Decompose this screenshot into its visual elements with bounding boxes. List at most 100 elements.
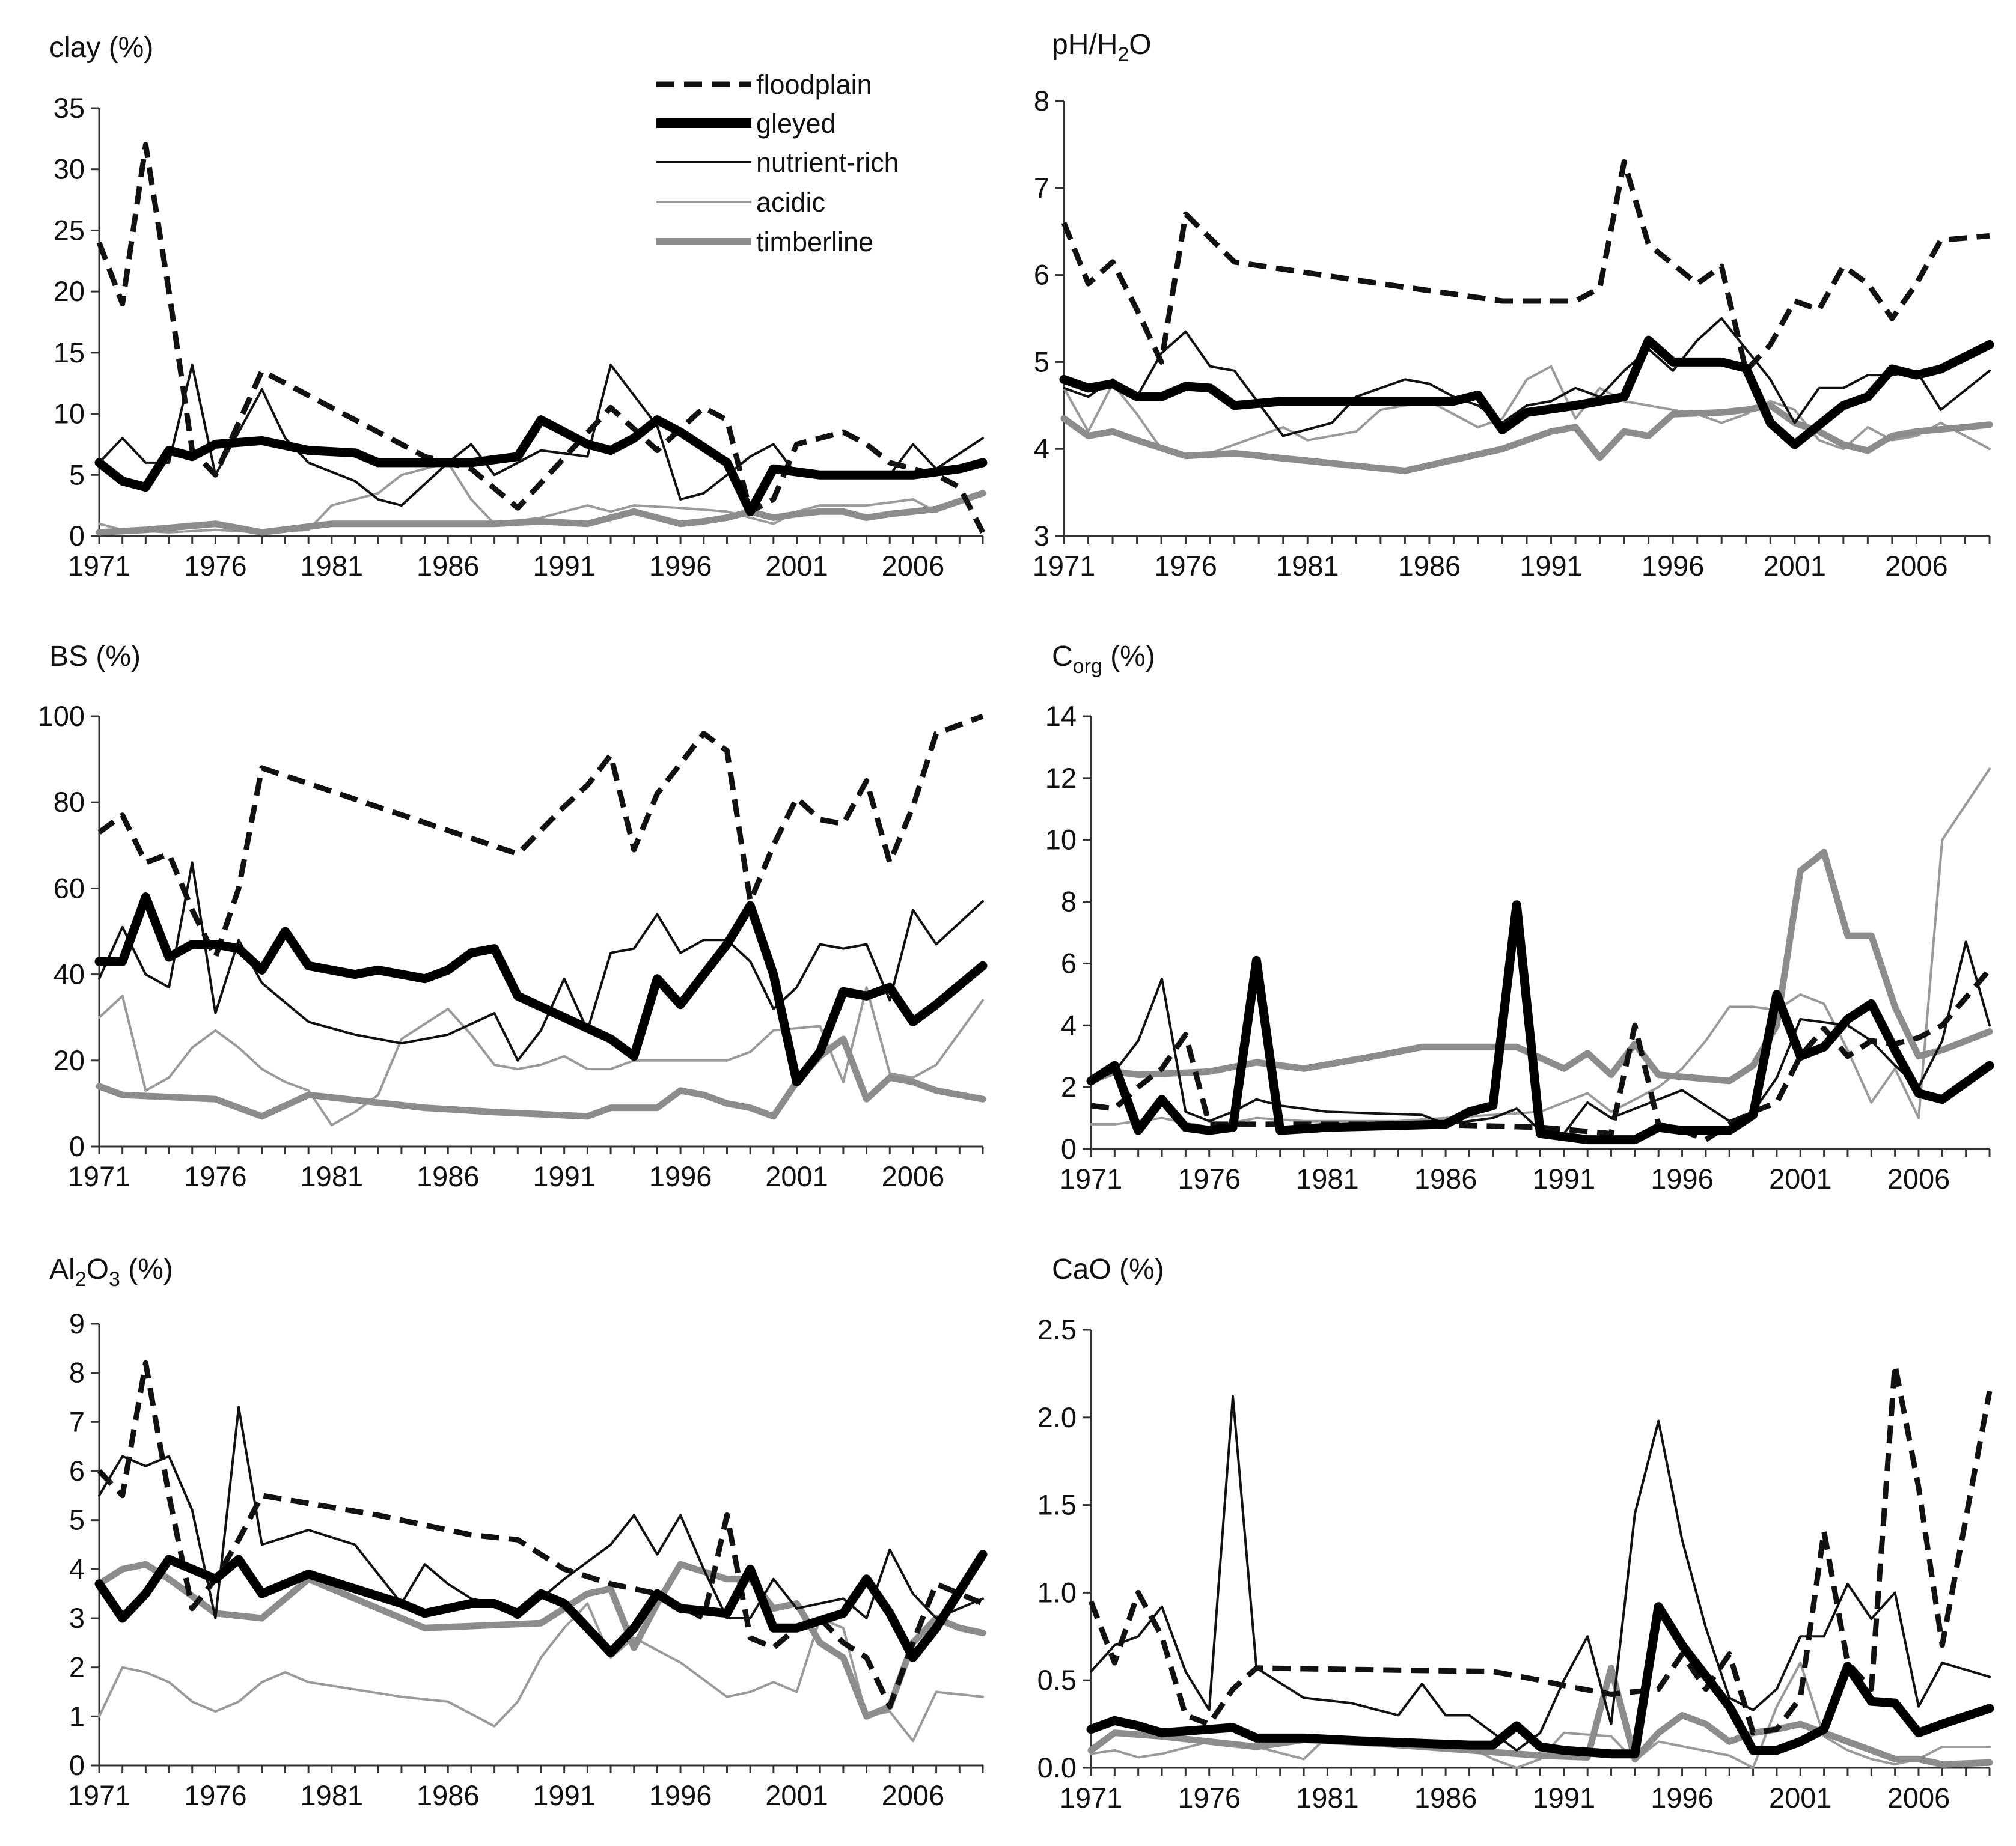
clay-xtick-label-4: 1991 <box>533 550 596 582</box>
corg-ytick-label-3: 6 <box>1061 947 1077 979</box>
al2o3-title: Al2O3 (%) <box>49 1254 173 1291</box>
cao-ytick-label-0: 0.0 <box>1037 1752 1077 1784</box>
clay-ytick-label-1: 5 <box>69 458 85 490</box>
al2o3-xtick-label-2: 1981 <box>301 1779 364 1811</box>
corg-series-gleyed <box>1086 900 1994 1145</box>
cao-series-nutrient-rich <box>1090 1395 1991 1752</box>
al2o3-xtick-label-4: 1991 <box>533 1779 596 1811</box>
cao-series-timberline <box>1087 1665 1993 1768</box>
corg-ytick-label-0: 0 <box>1061 1133 1077 1165</box>
panel-cao: CaO (%) 0.0 0.5 1.0 1.5 2.0 2.5 1971 1976 1981 198… <box>1037 1254 1994 1814</box>
bs-xtick-label-3: 1986 <box>417 1160 480 1192</box>
corg-ytick-label-5: 10 <box>1045 824 1077 856</box>
cao-ytick-label-5: 2.5 <box>1037 1314 1077 1345</box>
panel-ph: pH/H2O 3 4 5 6 7 8 1971 1976 1981 1986 1991 1996 2001… <box>1033 29 1994 582</box>
bs-xtick-label-0: 1971 <box>68 1160 131 1192</box>
al2o3-xtick-label-7: 2006 <box>882 1779 945 1811</box>
clay-title-part-0: clay (%) <box>49 32 153 64</box>
corg-ytick-label-7: 14 <box>1045 700 1077 732</box>
ph-ytick-label-1: 4 <box>1034 433 1049 465</box>
bs-series-timberline <box>96 1035 986 1120</box>
corg-series-timberline <box>1087 848 1993 1085</box>
bs-series-floodplain <box>97 713 984 960</box>
clay-ytick-label-2: 10 <box>53 398 85 430</box>
ph-xtick-label-3: 1986 <box>1398 550 1461 582</box>
corg-xtick-label-6: 2001 <box>1769 1163 1832 1195</box>
cao-ytick-label-3: 1.5 <box>1037 1489 1077 1521</box>
bs-series-acidic <box>98 986 984 1127</box>
bs-series-gleyed <box>94 892 988 1087</box>
ph-title-part-0: pH/H <box>1052 29 1117 61</box>
cao-xtick-label-4: 1991 <box>1533 1782 1596 1814</box>
al2o3-series-acidic <box>98 1602 984 1743</box>
corg-xtick-label-1: 1976 <box>1178 1163 1241 1195</box>
al2o3-ytick-label-4: 4 <box>69 1553 85 1585</box>
al2o3-xtick-label-0: 1971 <box>68 1779 131 1811</box>
cao-ytick-label-4: 2.0 <box>1037 1401 1077 1433</box>
al2o3-series-timberline <box>96 1561 986 1720</box>
clay-series-timberline <box>96 490 986 536</box>
al2o3-title-part-3: 3 <box>109 1268 120 1291</box>
clay-xtick-label-5: 1996 <box>649 550 712 582</box>
cao-series-gleyed <box>1086 1602 1994 1759</box>
corg-xtick-label-7: 2006 <box>1887 1163 1950 1195</box>
ph-series-timberline <box>1060 402 1993 474</box>
ph-series-gleyed <box>1059 335 1994 449</box>
al2o3-series-gleyed <box>94 1550 988 1662</box>
bs-ytick-label-3: 60 <box>53 872 85 904</box>
ph-xtick-label-1: 1976 <box>1154 550 1217 582</box>
al2o3-xtick-label-3: 1986 <box>417 1779 480 1811</box>
al2o3-ytick-label-6: 6 <box>69 1455 85 1487</box>
al2o3-ytick-label-8: 8 <box>69 1357 85 1389</box>
cao-ytick-label-1: 0.5 <box>1037 1664 1077 1696</box>
clay-xtick-label-1: 1976 <box>184 550 247 582</box>
corg-ytick-label-1: 2 <box>1061 1071 1077 1103</box>
ph-ytick-label-2: 5 <box>1034 346 1049 377</box>
cao-xtick-label-1: 1976 <box>1178 1782 1241 1814</box>
corg-title-part-2: (%) <box>1102 641 1155 672</box>
corg-series-acidic <box>1090 767 1991 1129</box>
cao-title: CaO (%) <box>1052 1254 1164 1285</box>
corg-series-nutrient-rich <box>1090 940 1991 1135</box>
corg-title-part-0: C <box>1052 641 1073 672</box>
al2o3-title-part-1: 2 <box>75 1268 87 1291</box>
al2o3-ytick-label-0: 0 <box>69 1749 85 1781</box>
bs-ytick-label-1: 20 <box>53 1044 85 1076</box>
corg-xtick-label-0: 1971 <box>1060 1163 1123 1195</box>
al2o3-ytick-label-1: 1 <box>69 1700 85 1732</box>
legend-label-nutrient-rich: nutrient-rich <box>756 147 899 178</box>
ph-title-part-2: O <box>1129 29 1151 61</box>
bs-xtick-label-5: 1996 <box>649 1160 712 1192</box>
bs-ytick-label-0: 0 <box>69 1130 85 1162</box>
cao-xtick-label-6: 2001 <box>1769 1782 1832 1814</box>
clay-xtick-label-6: 2001 <box>765 550 828 582</box>
cao-xtick-label-0: 1971 <box>1060 1782 1123 1814</box>
ph-series-nutrient-rich <box>1063 317 1991 437</box>
cao-xtick-label-5: 1996 <box>1651 1782 1714 1814</box>
al2o3-xtick-label-1: 1976 <box>184 1779 247 1811</box>
legend-label-gleyed: gleyed <box>756 108 836 139</box>
bs-ytick-label-2: 40 <box>53 958 85 990</box>
clay-ytick-label-7: 35 <box>53 92 85 124</box>
al2o3-series-floodplain <box>97 1360 984 1710</box>
cao-xtick-label-2: 1981 <box>1296 1782 1359 1814</box>
clay-xtick-label-3: 1986 <box>417 550 480 582</box>
al2o3-xtick-label-5: 1996 <box>649 1779 712 1811</box>
corg-ytick-label-4: 8 <box>1061 886 1077 918</box>
cao-ytick-label-2: 1.0 <box>1037 1576 1077 1608</box>
ph-xtick-label-5: 1996 <box>1642 550 1705 582</box>
al2o3-ytick-label-2: 2 <box>69 1651 85 1683</box>
al2o3-title-part-0: Al <box>49 1254 75 1285</box>
bs-xtick-label-1: 1976 <box>184 1160 247 1192</box>
ph-ytick-label-5: 8 <box>1034 85 1049 117</box>
bs-title-part-0: BS (%) <box>49 641 141 672</box>
bs-xtick-label-2: 1981 <box>301 1160 364 1192</box>
al2o3-ytick-label-3: 3 <box>69 1602 85 1634</box>
clay-xtick-label-0: 1971 <box>68 550 131 582</box>
corg-xtick-label-4: 1991 <box>1533 1163 1596 1195</box>
bs-title: BS (%) <box>49 641 141 672</box>
bs-xtick-label-4: 1991 <box>533 1160 596 1192</box>
ph-title-part-1: 2 <box>1117 43 1129 66</box>
legend-label-floodplain: floodplain <box>756 69 872 100</box>
